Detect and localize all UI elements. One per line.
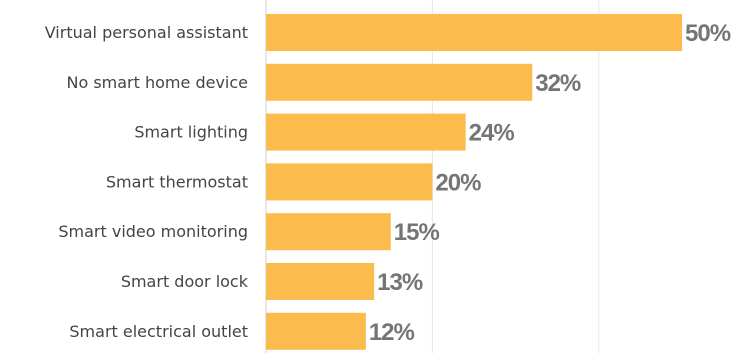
value-label: 12% bbox=[369, 319, 415, 346]
category-label: Smart thermostat bbox=[106, 172, 248, 191]
value-label: 24% bbox=[469, 120, 515, 147]
bar bbox=[266, 263, 375, 300]
bar bbox=[266, 213, 391, 251]
value-labels: 50% 32% 24% 20% 15% 13% 12% bbox=[369, 20, 732, 346]
bars bbox=[266, 14, 682, 350]
bar bbox=[266, 14, 682, 51]
category-label: Smart door lock bbox=[121, 272, 249, 291]
bar bbox=[266, 113, 466, 151]
value-label: 13% bbox=[377, 269, 423, 296]
bar bbox=[266, 63, 533, 101]
category-labels: Virtual personal assistant No smart home … bbox=[45, 23, 249, 341]
category-label: Smart video monitoring bbox=[58, 222, 248, 241]
category-label: No smart home device bbox=[66, 73, 248, 92]
value-label: 32% bbox=[535, 70, 581, 97]
bar bbox=[266, 163, 433, 201]
bar bbox=[266, 312, 366, 350]
value-label: 20% bbox=[435, 169, 481, 196]
value-label: 50% bbox=[685, 20, 731, 47]
category-label: Virtual personal assistant bbox=[45, 23, 248, 42]
category-label: Smart electrical outlet bbox=[69, 322, 248, 341]
category-label: Smart lighting bbox=[134, 123, 248, 142]
value-label: 15% bbox=[394, 219, 440, 246]
